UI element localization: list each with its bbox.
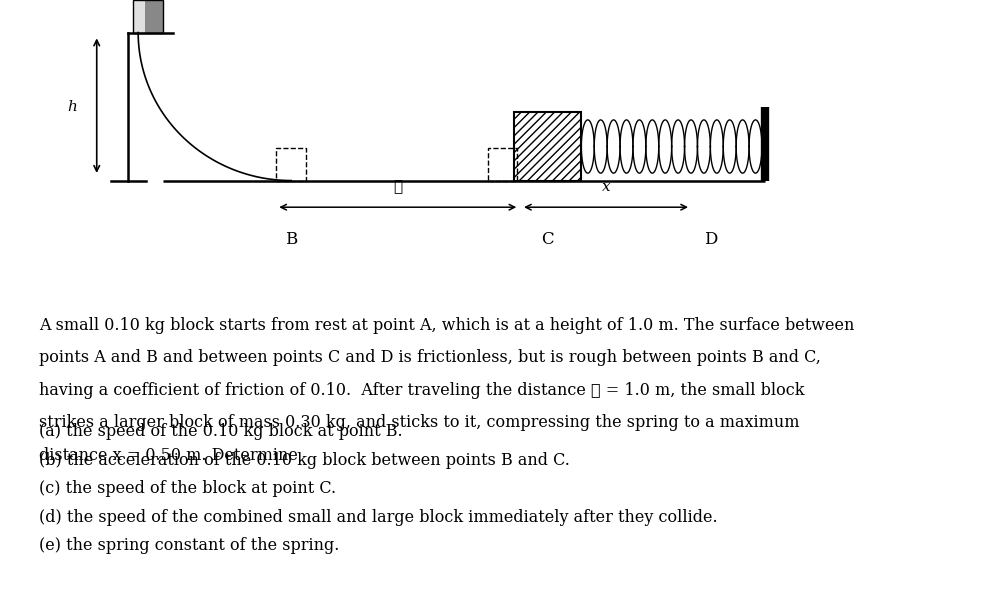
Text: D: D (703, 231, 717, 248)
Bar (514, 112, 581, 181)
Text: (b) the acceleration of the 0.10 kg block between points B and C.: (b) the acceleration of the 0.10 kg bloc… (39, 452, 570, 469)
Text: (c) the speed of the block at point C.: (c) the speed of the block at point C. (39, 480, 336, 497)
Bar (514, 112, 581, 181)
Text: points A and B and between points C and D is frictionless, but is rough between : points A and B and between points C and … (39, 349, 820, 366)
Text: B: B (285, 231, 297, 248)
Text: strikes a larger block of mass 0.30 kg, and sticks to it, compressing the spring: strikes a larger block of mass 0.30 kg, … (39, 414, 800, 432)
Text: distance x = 0.50 m. Determine: distance x = 0.50 m. Determine (39, 447, 298, 464)
Text: (e) the spring constant of the spring.: (e) the spring constant of the spring. (39, 537, 339, 554)
Bar (133, 0, 163, 33)
Bar (276, 148, 306, 181)
Bar (133, 0, 145, 33)
Text: ℓ: ℓ (392, 180, 402, 194)
Bar (487, 148, 517, 181)
Text: having a coefficient of friction of 0.10.  After traveling the distance ℓ = 1.0 : having a coefficient of friction of 0.10… (39, 382, 805, 399)
Text: h: h (67, 99, 77, 114)
Bar (145, 0, 163, 33)
Text: (d) the speed of the combined small and large block immediately after they colli: (d) the speed of the combined small and … (39, 509, 718, 526)
Text: (a) the speed of the 0.10 kg block at point B.: (a) the speed of the 0.10 kg block at po… (39, 423, 402, 440)
Text: C: C (541, 231, 553, 248)
Text: A small 0.10 kg block starts from rest at point A, which is at a height of 1.0 m: A small 0.10 kg block starts from rest a… (39, 317, 854, 334)
Text: x: x (601, 180, 609, 194)
